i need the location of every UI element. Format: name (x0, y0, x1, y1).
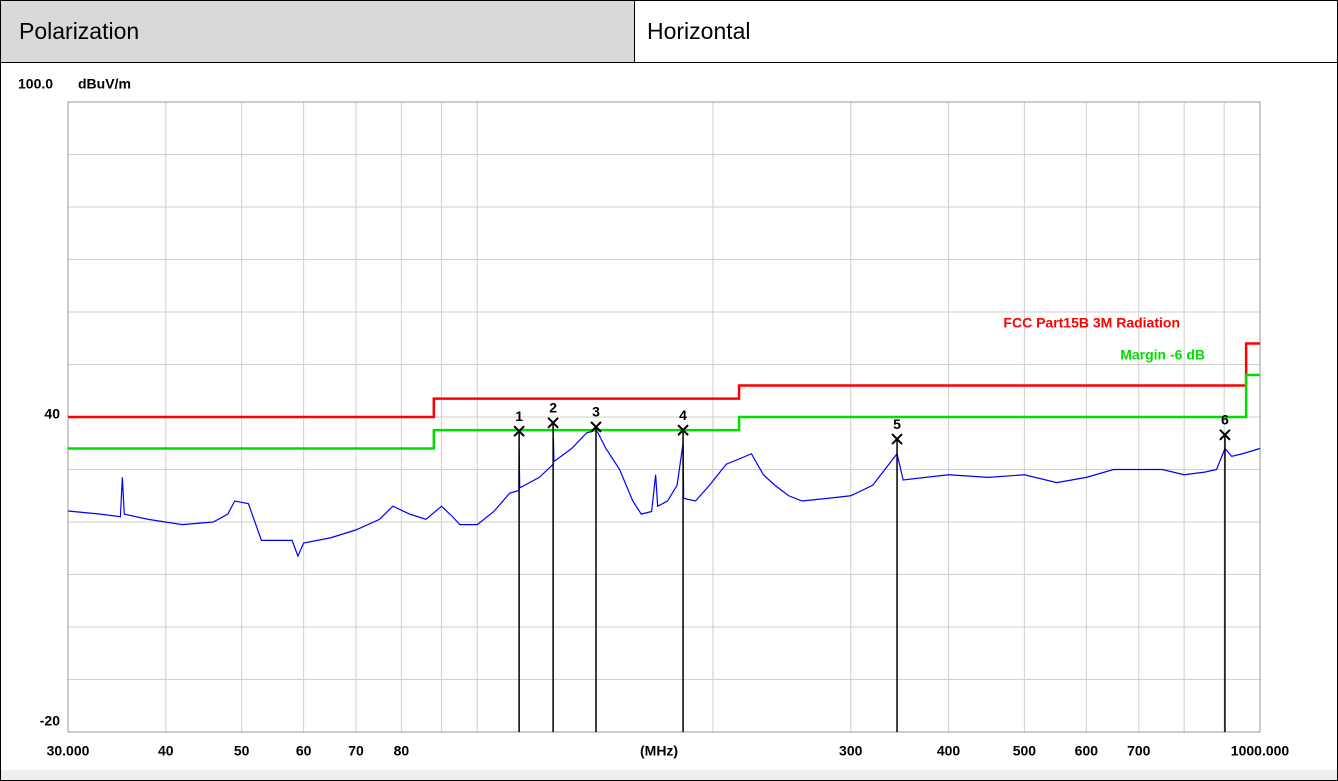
legend-label: FCC Part15B 3M Radiation (1003, 315, 1180, 331)
x-tick-label: 1000.000 (1231, 743, 1290, 759)
y-tick-label: 40 (44, 406, 60, 422)
x-tick-label: 70 (348, 743, 364, 759)
status-strip (1, 770, 1337, 780)
y-unit: dBuV/m (78, 76, 131, 92)
y-tick-label: -20 (40, 713, 60, 729)
marker-label: 1 (515, 408, 523, 424)
x-tick-label: 400 (937, 743, 961, 759)
marker-cross (547, 417, 559, 429)
marker-label: 3 (592, 404, 600, 420)
header-label: Polarization (1, 1, 635, 62)
marker-cross (677, 424, 689, 436)
x-tick-label: 50 (234, 743, 250, 759)
x-tick-label: 600 (1075, 743, 1099, 759)
x-tick-label: 500 (1013, 743, 1037, 759)
legend-label: Margin -6 dB (1120, 347, 1205, 363)
y-tick-label: 100.0 (18, 76, 53, 92)
header-row: Polarization Horizontal (0, 0, 1338, 63)
chart: dBuV/m (MHz) 100.0 40 -20 30.000 40 50 60 70 80 3… (0, 62, 1338, 781)
marker-cross (1219, 429, 1231, 441)
x-tick-label: 40 (158, 743, 174, 759)
limit-line (68, 342, 1260, 419)
marker-cross (590, 421, 602, 433)
marker-label: 6 (1221, 412, 1229, 428)
trace (67, 429, 1261, 558)
x-tick-label: 300 (839, 743, 863, 759)
marker-label: 4 (679, 407, 687, 423)
header-value: Horizontal (635, 1, 1337, 62)
marker-label: 2 (549, 399, 557, 415)
x-tick-label: 60 (296, 743, 312, 759)
x-tick-label: 30.000 (47, 743, 90, 759)
marker-cross (891, 433, 903, 445)
marker-cross (513, 425, 525, 437)
limit-line (68, 373, 1260, 450)
x-tick-label: 700 (1127, 743, 1151, 759)
marker-label: 5 (893, 416, 901, 432)
x-tick-label: 80 (394, 743, 410, 759)
x-axis-label: (MHz) (640, 743, 678, 759)
